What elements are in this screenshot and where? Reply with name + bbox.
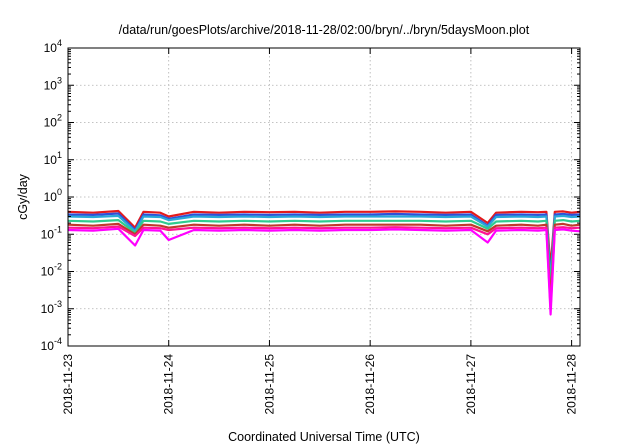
y-tick-label: 10-4	[41, 336, 62, 353]
y-tick-label: 101	[44, 150, 62, 167]
ticks: 10-4 10-3 10-2 10-1 100 101 102 103 104 2018-11-2…	[41, 38, 580, 415]
x-tick-label: 2018-11-25	[262, 354, 276, 415]
chart-title: /data/run/goesPlots/archive/2018-11-28/0…	[119, 23, 530, 37]
y-tick-label: 10-1	[41, 224, 62, 241]
y-tick-label: 103	[44, 75, 62, 92]
series-line-1	[67, 209, 581, 270]
y-tick-label: 10-2	[41, 262, 62, 279]
y-tick-label: 102	[44, 113, 62, 130]
y-tick-label: 10-3	[41, 299, 62, 316]
x-tick-label: 2018-11-24	[162, 354, 176, 415]
y-axis-label: cGy/day	[16, 173, 30, 220]
series-line-7	[67, 227, 581, 316]
series-line-5	[67, 222, 581, 304]
y-tick-label: 104	[44, 38, 62, 55]
y-tick-label: 100	[44, 187, 62, 204]
series-line-6	[67, 225, 581, 310]
x-tick-label: 2018-11-26	[363, 354, 377, 415]
series-layer	[67, 209, 581, 316]
series-line-2	[67, 212, 581, 281]
x-axis-label: Coordinated Universal Time (UTC)	[228, 430, 420, 444]
x-tick-label: 2018-11-27	[464, 354, 478, 415]
grid	[68, 48, 580, 346]
x-tick-label: 2018-11-23	[61, 354, 75, 415]
x-tick-label: 2018-11-28	[565, 354, 579, 415]
